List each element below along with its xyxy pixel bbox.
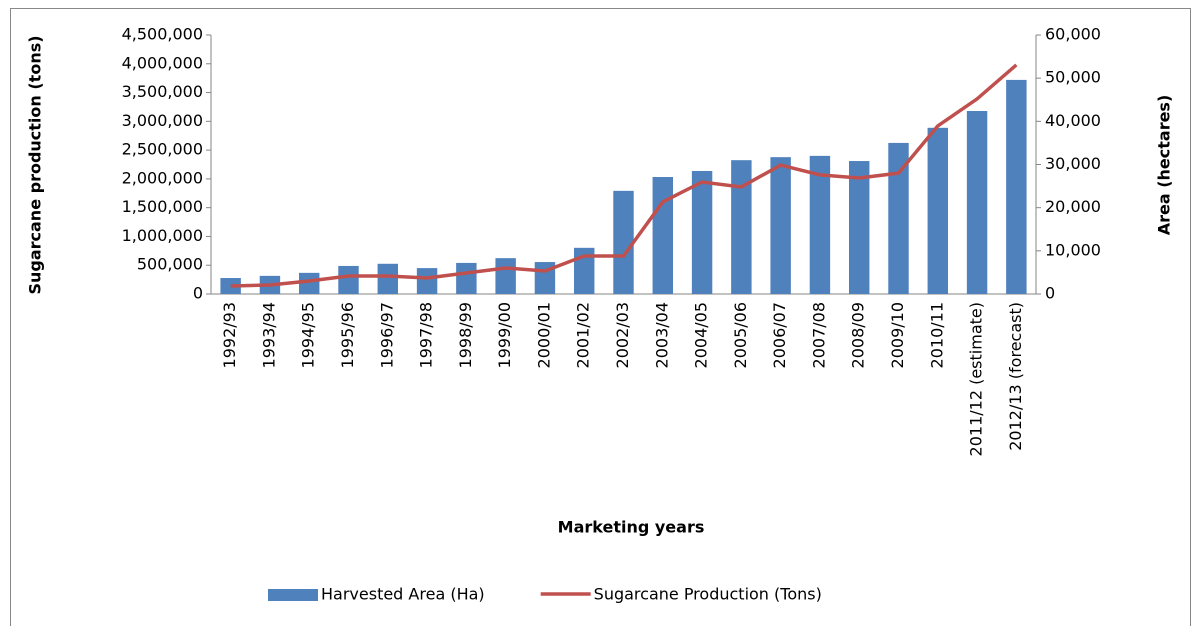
- x-tick-label: 1994/95: [299, 302, 318, 368]
- x-tick-label: 2006/07: [770, 302, 789, 368]
- y-tick-label: 3,500,000: [122, 82, 203, 101]
- bar: [770, 157, 791, 294]
- bar: [652, 177, 673, 294]
- bar: [377, 263, 398, 294]
- x-tick-label: 2004/05: [692, 302, 711, 368]
- y-tick-label: 2,500,000: [122, 140, 203, 159]
- bar: [809, 155, 831, 294]
- bar: [966, 110, 988, 295]
- bar: [691, 170, 713, 294]
- bar: [731, 160, 752, 294]
- y-tick-label: 1,500,000: [122, 197, 203, 216]
- bar: [1006, 79, 1027, 294]
- bar: [613, 190, 634, 294]
- y-tick-label: 0: [193, 284, 203, 303]
- y-tick-label: 500,000: [137, 255, 203, 274]
- bar: [220, 278, 241, 294]
- bar: [338, 265, 359, 294]
- y2-axis-title: Area (hectares): [1155, 95, 1174, 236]
- x-tick-label: 2009/10: [888, 302, 907, 368]
- bar: [456, 262, 477, 294]
- y2-tick-label: 50,000: [1045, 68, 1101, 87]
- x-tick-label: 1999/00: [495, 302, 514, 368]
- y-tick-label: 4,000,000: [122, 53, 203, 72]
- y2-tick-label: 10,000: [1045, 240, 1101, 259]
- bar: [849, 161, 870, 294]
- x-tick-label: 1997/98: [417, 302, 436, 368]
- y2-tick-label: 0: [1045, 284, 1055, 303]
- x-tick-label: 2003/04: [652, 302, 671, 368]
- bar: [927, 127, 948, 294]
- y-tick-label: 1,000,000: [122, 226, 203, 245]
- x-tick-label: 2012/13 (forecast): [1006, 302, 1025, 451]
- y2-tick-label: 40,000: [1045, 111, 1101, 130]
- x-tick-label: 1998/99: [456, 302, 475, 368]
- y2-tick-label: 30,000: [1045, 154, 1101, 173]
- legend-label: Harvested Area (Ha): [321, 585, 485, 604]
- x-tick-label: 2007/08: [809, 302, 828, 368]
- x-tick-label: 2002/03: [613, 302, 632, 368]
- bar: [888, 142, 909, 294]
- y-axis-title: Sugarcane production (tons): [26, 35, 45, 294]
- line: [230, 63, 1018, 288]
- x-tick-label: 2005/06: [731, 302, 750, 368]
- legend-label: Sugarcane Production (Tons): [594, 585, 822, 604]
- y-tick-label: 4,500,000: [122, 25, 203, 44]
- bar: [416, 268, 438, 294]
- x-tick-label: 2011/12 (estimate): [967, 302, 986, 456]
- x-tick-label: 1996/97: [377, 302, 396, 368]
- y2-tick-label: 20,000: [1045, 197, 1101, 216]
- x-tick-label: 1995/96: [338, 302, 357, 368]
- y2-tick-label: 60,000: [1045, 25, 1101, 44]
- y-tick-label: 3,000,000: [122, 111, 203, 130]
- legend-swatch: [268, 589, 318, 601]
- x-tick-label: 2010/11: [927, 302, 946, 368]
- x-tick-label: 2001/02: [574, 302, 593, 368]
- x-tick-label: 2000/01: [534, 302, 553, 368]
- x-tick-label: 1992/93: [220, 302, 239, 368]
- x-axis-title: Marketing years: [558, 518, 705, 537]
- x-tick-label: 1993/94: [259, 302, 278, 368]
- bar: [299, 272, 320, 294]
- y-tick-label: 2,000,000: [122, 168, 203, 187]
- x-tick-label: 2008/09: [849, 302, 868, 368]
- bar: [495, 258, 516, 294]
